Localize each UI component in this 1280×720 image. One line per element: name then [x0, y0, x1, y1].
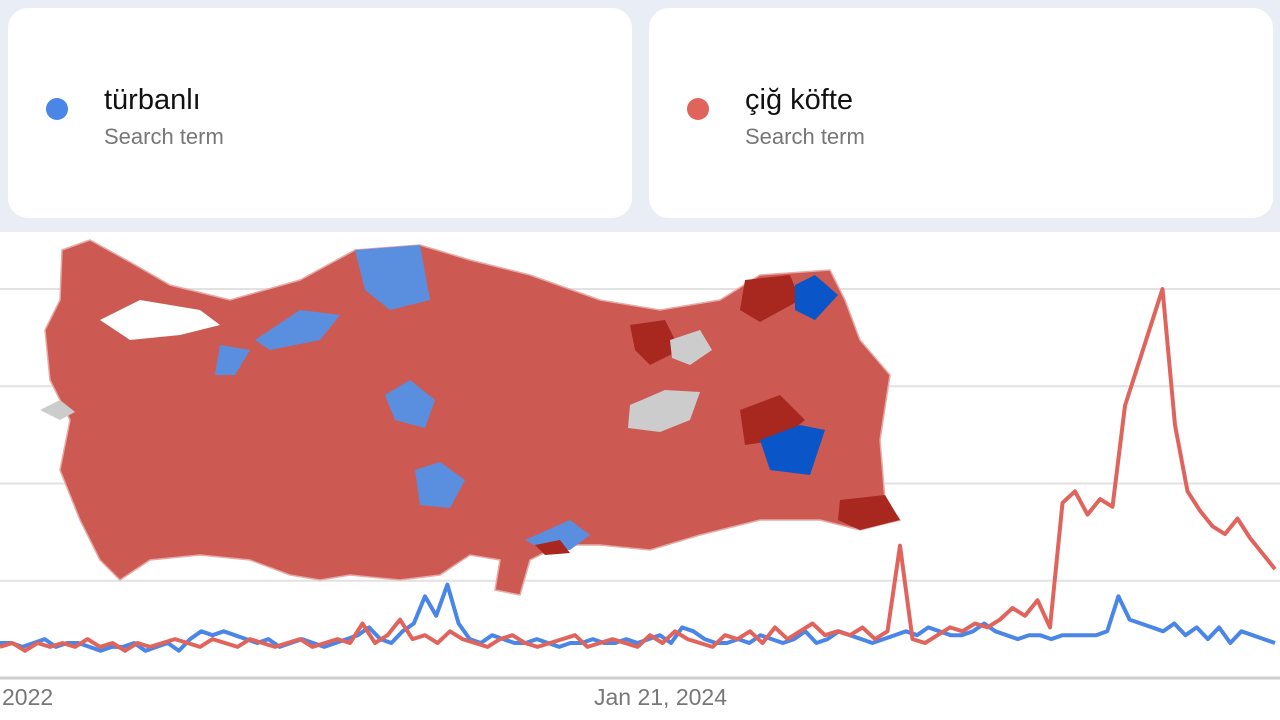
search-terms-bar: türbanlı Search term çiğ köfte Search te… [0, 0, 1280, 232]
turkey-region-map [40, 239, 902, 596]
map-region-blue [415, 462, 465, 508]
x-tick-label: 2022 [2, 684, 54, 710]
map-region-blue [385, 380, 435, 428]
map-region-blue [525, 520, 590, 550]
map-region-no-data [670, 330, 712, 365]
interest-over-time-chart [0, 239, 1280, 680]
series-line-1 [0, 582, 1276, 653]
map-region-dark-red [838, 495, 900, 530]
term-label: çiğ köfte [745, 84, 853, 116]
map-region-blue [255, 310, 340, 350]
term-label: türbanlı [104, 84, 201, 116]
series-color-dot [46, 98, 68, 120]
map-region-dark-red [630, 320, 680, 365]
map-region-dark-red [535, 540, 570, 555]
term-sublabel: Search term [104, 124, 224, 149]
term-sublabel: Search term [745, 124, 865, 149]
term-card-1[interactable]: türbanlı Search term [8, 8, 632, 218]
map-region-blue [215, 345, 250, 375]
term-card-2[interactable]: çiğ köfte Search term [649, 8, 1273, 218]
map-region-main [44, 239, 902, 596]
series-color-dot [687, 98, 709, 120]
map-sea-marmara [100, 300, 220, 340]
map-region-no-data [40, 400, 75, 420]
x-tick-label: Jan 21, 2024 [594, 684, 728, 710]
map-region-no-data [628, 390, 700, 432]
map-region-dark-red [740, 275, 800, 322]
map-region-blue [355, 245, 430, 310]
series-line-2 [0, 287, 1277, 653]
map-region-dark-blue [760, 425, 825, 475]
map-region-dark-blue [795, 275, 838, 320]
